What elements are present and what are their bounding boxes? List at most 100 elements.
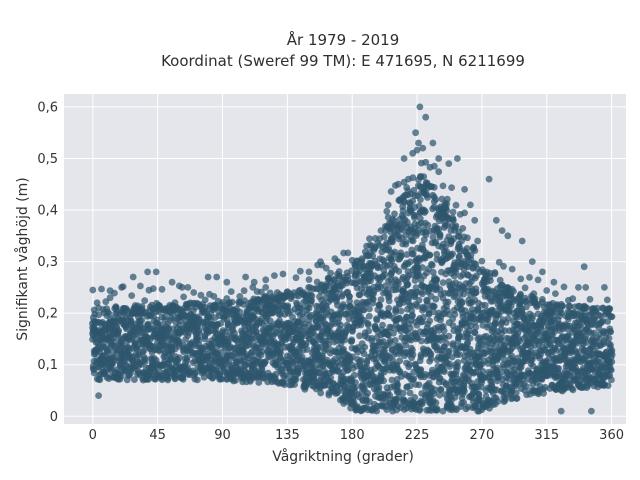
data-point — [461, 186, 468, 193]
data-point — [432, 399, 440, 407]
data-point — [195, 336, 203, 344]
data-point — [593, 304, 601, 312]
data-point — [194, 376, 201, 384]
data-point — [406, 258, 414, 266]
data-point — [388, 376, 396, 384]
y-tick-label: 0,1 — [37, 358, 58, 373]
data-point — [559, 302, 567, 310]
x-tick-label: 180 — [340, 428, 365, 443]
data-point — [213, 273, 221, 281]
data-point — [420, 313, 427, 321]
data-point — [449, 250, 456, 258]
data-point — [404, 280, 412, 288]
data-point — [115, 327, 122, 335]
data-point — [236, 308, 244, 316]
x-tick-label: 0 — [89, 428, 97, 443]
data-point — [405, 175, 412, 183]
data-point — [106, 294, 114, 302]
data-point — [180, 293, 188, 301]
data-point — [426, 317, 434, 325]
data-point — [439, 279, 447, 286]
data-point — [339, 301, 347, 308]
data-point — [452, 222, 460, 230]
data-point — [600, 340, 608, 347]
data-point — [461, 209, 468, 217]
data-point — [416, 103, 424, 111]
data-point — [474, 237, 481, 245]
data-point — [430, 308, 437, 316]
data-point — [409, 237, 417, 245]
data-point — [349, 394, 357, 402]
data-point — [317, 389, 325, 397]
data-point — [325, 341, 332, 349]
data-point — [352, 379, 359, 386]
data-point — [379, 321, 386, 329]
data-point — [475, 407, 483, 415]
data-point — [348, 336, 356, 344]
data-point — [491, 269, 499, 276]
data-point — [491, 321, 499, 328]
data-point — [566, 302, 574, 310]
data-point — [384, 201, 392, 209]
data-point — [219, 299, 226, 306]
data-point — [547, 340, 554, 348]
data-point — [569, 386, 577, 394]
data-point — [200, 373, 208, 381]
data-point — [128, 292, 136, 299]
data-point — [129, 273, 137, 281]
data-point — [271, 272, 278, 279]
data-point — [436, 391, 443, 399]
data-point — [607, 341, 614, 349]
data-point — [440, 327, 448, 335]
data-point — [223, 278, 231, 286]
data-point — [403, 251, 411, 258]
data-point — [424, 194, 431, 201]
data-point — [305, 276, 313, 283]
y-tick-label: 0,6 — [37, 100, 58, 115]
data-point — [472, 323, 480, 331]
data-point — [413, 302, 421, 310]
data-point — [437, 386, 445, 394]
y-axis-ticks: 0 0,1 0,2 0,3 0,4 0,5 0,6 — [37, 100, 58, 424]
data-point — [495, 258, 503, 266]
data-point — [338, 292, 346, 300]
data-point — [266, 289, 274, 297]
data-point — [604, 382, 612, 389]
data-point — [452, 201, 460, 209]
data-point — [250, 278, 258, 286]
data-point — [376, 302, 384, 310]
x-axis-title: Vågriktning (grader) — [272, 448, 414, 465]
data-point — [424, 221, 432, 229]
data-point — [543, 287, 551, 294]
data-point — [478, 257, 486, 265]
data-point — [498, 368, 506, 376]
data-point — [217, 320, 225, 327]
data-point — [418, 241, 426, 249]
data-point — [422, 208, 429, 215]
data-point — [377, 227, 385, 235]
data-point — [419, 144, 427, 152]
data-point — [391, 248, 399, 256]
data-point — [357, 321, 365, 329]
data-point — [334, 258, 342, 265]
data-point — [284, 288, 291, 295]
data-point — [141, 355, 149, 363]
data-point — [273, 289, 281, 296]
data-point — [539, 296, 546, 303]
data-point — [179, 375, 187, 383]
data-point — [452, 405, 459, 413]
data-point — [191, 369, 199, 376]
data-point — [335, 268, 343, 275]
data-point — [152, 268, 160, 276]
data-point — [510, 288, 517, 295]
data-point — [118, 284, 125, 291]
data-point — [366, 398, 373, 406]
data-point — [603, 296, 611, 304]
data-point — [451, 310, 459, 318]
data-point — [279, 270, 287, 278]
data-point — [581, 346, 588, 354]
data-point — [344, 249, 352, 257]
data-point — [291, 381, 298, 388]
data-point — [583, 304, 590, 312]
data-point — [424, 297, 431, 305]
